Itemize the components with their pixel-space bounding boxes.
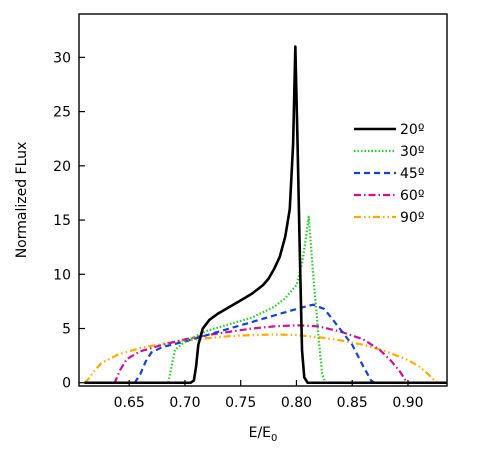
legend-label: 90º [400, 210, 424, 226]
x-axis: 0.65 0.70 0.75 0.80 0.85 0.90 [114, 380, 424, 411]
y-tick-label: 30 [53, 50, 71, 66]
y-tick-label: 5 [62, 322, 71, 338]
y-tick-label: 10 [53, 267, 71, 283]
y-tick-label: 20 [53, 159, 71, 175]
series-line-90deg [83, 333, 447, 384]
x-tick-label: 0.70 [169, 395, 200, 411]
legend: 20º 30º 45º 60º 90º [354, 122, 424, 226]
y-axis: 0 5 10 15 20 25 30 [53, 50, 85, 392]
x-axis-title-subscript: 0 [271, 433, 277, 444]
x-tick-label: 0.65 [114, 395, 145, 411]
x-tick-label: 0.85 [337, 395, 368, 411]
x-axis-title-main: E/E [249, 425, 271, 441]
x-axis-title: E/E0 [249, 425, 278, 444]
legend-label: 45º [400, 166, 424, 182]
x-tick-label: 0.80 [281, 395, 312, 411]
y-tick-label: 0 [62, 376, 71, 392]
legend-label: 60º [400, 188, 424, 204]
series-line-45deg [84, 303, 447, 384]
y-tick-label: 25 [53, 105, 71, 121]
series-layer [83, 45, 447, 385]
series-line-20deg [84, 45, 447, 385]
y-axis-title: Normalized FLux [14, 142, 30, 259]
plot-frame [78, 13, 448, 387]
legend-label: 30º [400, 144, 424, 160]
series-line-30deg [84, 215, 447, 384]
x-tick-label: 0.90 [392, 395, 423, 411]
legend-label: 20º [400, 122, 424, 138]
y-tick-label: 15 [53, 213, 71, 229]
series-line-60deg [84, 324, 447, 384]
x-tick-label: 0.75 [225, 395, 256, 411]
